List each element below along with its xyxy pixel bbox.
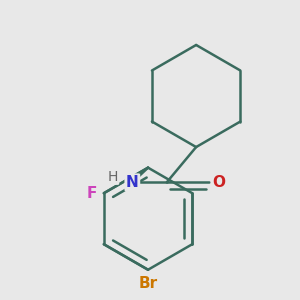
Text: N: N [126, 175, 139, 190]
Text: Br: Br [139, 276, 158, 291]
Text: F: F [87, 186, 97, 201]
Text: H: H [107, 169, 118, 184]
Text: O: O [212, 175, 225, 190]
